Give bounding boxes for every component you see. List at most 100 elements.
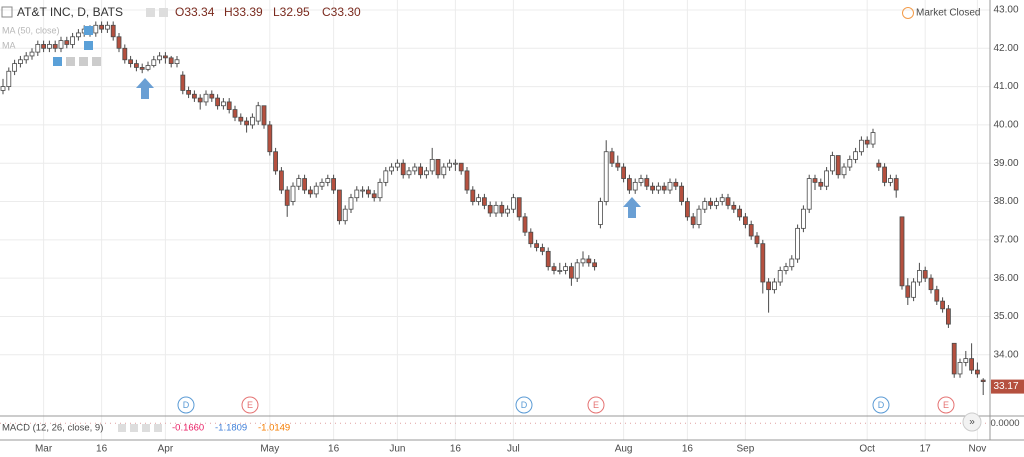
y-tick-label: 43.00 (993, 5, 1018, 16)
candle-body (818, 181, 824, 187)
icon[interactable] (84, 41, 93, 50)
candle-body (64, 40, 70, 45)
icon[interactable] (154, 424, 162, 432)
collapse-icon[interactable] (1, 6, 13, 18)
candle-body (812, 178, 818, 183)
candle-body (331, 178, 337, 191)
candle-body (151, 59, 157, 66)
candle-body (569, 266, 574, 279)
candle-body (47, 44, 52, 49)
candle-body (702, 201, 708, 210)
icon[interactable] (159, 8, 168, 17)
candle-body (12, 63, 18, 72)
y-tick-label: 36.00 (993, 273, 1018, 284)
candle-body (743, 216, 748, 225)
candle-body (447, 162, 453, 168)
event-marker (937, 396, 955, 414)
candle-body (394, 162, 400, 168)
candle-body (748, 224, 754, 237)
candle-body (841, 166, 847, 176)
candle-body (313, 185, 319, 195)
candle-body (354, 189, 360, 199)
candle-body (621, 166, 626, 179)
scroll-button[interactable] (962, 412, 982, 432)
candle-body (70, 36, 75, 45)
candle-body (673, 181, 679, 187)
candle-body (853, 151, 858, 160)
candle-body (946, 308, 951, 325)
candle-body (435, 158, 441, 176)
candle-body (505, 208, 511, 214)
candle-body (690, 216, 696, 225)
candle-body (603, 151, 609, 202)
y-tick-label: 39.00 (993, 158, 1018, 169)
candle-body (76, 32, 81, 38)
event-label: E (593, 400, 599, 410)
candle-body (638, 178, 644, 183)
candle-body (789, 258, 795, 268)
candle-body (273, 151, 279, 172)
candle-body (174, 59, 180, 65)
icon[interactable] (66, 57, 75, 66)
candle-body (731, 204, 737, 210)
scroll-icon[interactable]: » (969, 417, 975, 428)
candle-body (348, 197, 354, 210)
price-tag (991, 379, 1024, 394)
icon[interactable] (53, 57, 62, 66)
candle-body (481, 197, 487, 206)
icon[interactable] (142, 424, 150, 432)
candle-body (975, 369, 980, 375)
x-tick-label: Nov (969, 444, 987, 455)
icon[interactable] (130, 424, 138, 432)
candle-body (220, 101, 226, 107)
icon[interactable] (92, 57, 101, 66)
candle-body (215, 97, 221, 107)
candle-body (528, 231, 534, 245)
ohlc-value: L32.95 (273, 5, 310, 19)
candle-body (418, 166, 424, 176)
candle-body (365, 189, 371, 195)
candle-body (708, 201, 713, 206)
candle-body (6, 70, 12, 87)
candle-body (145, 65, 151, 70)
x-tick-label: Mar (35, 444, 53, 455)
candle-body (969, 358, 974, 371)
annotation-arrow (136, 78, 154, 99)
event-marker (177, 396, 195, 414)
candle-body (725, 197, 731, 206)
candle-body (162, 55, 168, 59)
icon[interactable] (79, 57, 88, 66)
x-tick-label: Aug (615, 444, 633, 455)
candle-body (679, 185, 684, 202)
x-tick-label: Apr (158, 444, 174, 455)
candle-body (307, 189, 313, 195)
icon[interactable] (118, 424, 126, 432)
candle-body (232, 109, 238, 118)
candle-body (609, 151, 615, 164)
candle-body (23, 55, 29, 61)
y-tick-label: 34.00 (993, 349, 1018, 360)
x-tick-label: Oct (859, 444, 875, 455)
y-tick-label: 35.00 (993, 311, 1018, 322)
x-tick-label: Jun (389, 444, 405, 455)
symbol-title: AT&T INC, D, BATS (17, 5, 123, 19)
indicator-label: MA (50, close) (2, 25, 60, 35)
candle-body (876, 162, 882, 168)
candle-body (957, 362, 963, 375)
candle-body (980, 379, 986, 383)
candle-body (238, 116, 244, 122)
candle-body (893, 178, 899, 191)
candle-body (302, 178, 308, 191)
candle-body (168, 57, 174, 65)
x-tick-label: Jul (507, 444, 520, 455)
candle-body (487, 204, 493, 214)
candle-body (685, 201, 690, 218)
candle-body (557, 270, 563, 272)
candle-body (859, 139, 864, 153)
icon[interactable] (84, 26, 93, 35)
icon[interactable] (146, 8, 155, 17)
y-tick-label: 38.00 (993, 196, 1018, 207)
candle-body (423, 170, 429, 176)
candle-body (389, 166, 395, 172)
candle-body (278, 170, 284, 191)
